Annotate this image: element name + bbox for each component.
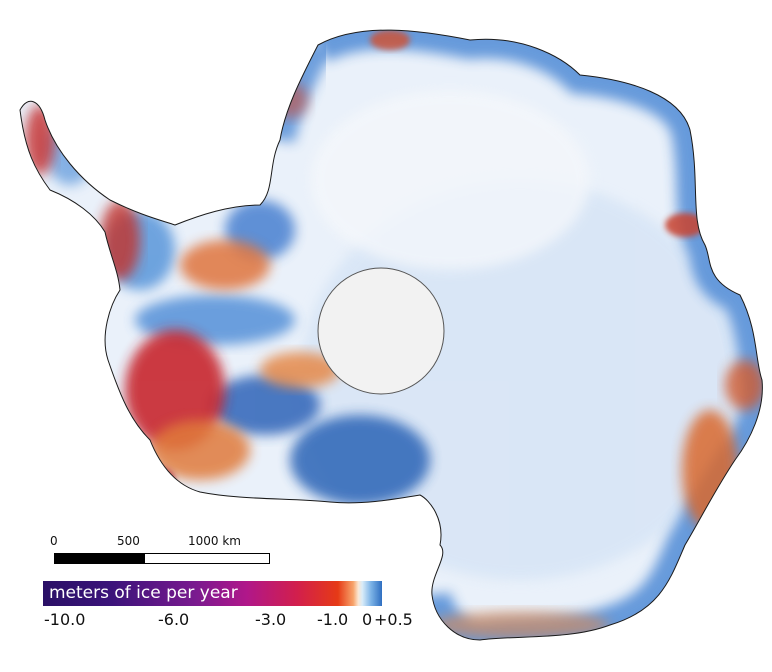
scale-segment-white: [144, 553, 270, 564]
colorbar-tick: -3.0: [255, 610, 287, 629]
colorbar-title: meters of ice per year: [49, 583, 238, 603]
colorbar-tick: 0: [362, 610, 373, 629]
scale-label-1000: 1000 km: [188, 534, 241, 548]
colorbar-tick: -10.0: [44, 610, 86, 629]
scale-label-0: 0: [50, 534, 58, 548]
coastline: [19, 29, 763, 641]
scale-label-500: 500: [117, 534, 140, 548]
colorbar-tick: -1.0: [317, 610, 349, 629]
colorbar-tick: +0.5: [374, 610, 413, 629]
colorbar: meters of ice per year: [43, 581, 382, 606]
colorbar-tick: -6.0: [158, 610, 190, 629]
south-pole-data-gap: [317, 267, 445, 395]
scale-segment-black: [54, 553, 144, 564]
